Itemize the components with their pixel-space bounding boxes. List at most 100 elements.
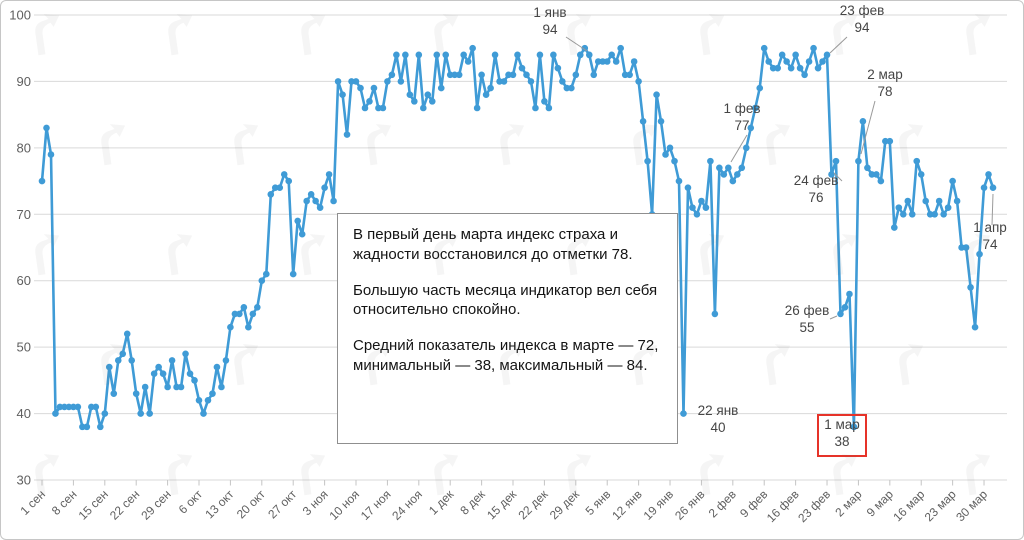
data-point-marker	[92, 403, 100, 411]
data-point-marker	[289, 270, 297, 278]
data-point-marker	[738, 164, 746, 172]
y-axis-label: 70	[17, 207, 31, 222]
data-point-marker	[554, 64, 562, 72]
x-axis-label: 29 дек	[547, 487, 583, 523]
data-point-marker	[366, 98, 373, 105]
data-point-marker	[967, 284, 974, 291]
data-point-marker	[455, 71, 463, 79]
data-point-marker	[971, 323, 979, 331]
data-point-marker	[765, 58, 773, 65]
data-point-marker	[352, 78, 360, 85]
data-point-marker	[823, 51, 831, 59]
data-point-marker	[635, 78, 642, 85]
data-point-marker	[123, 330, 131, 338]
data-point-marker	[657, 117, 665, 125]
data-point-marker	[541, 98, 548, 105]
data-point-marker	[989, 184, 997, 192]
data-point-marker	[895, 204, 903, 211]
data-point-marker	[720, 171, 728, 178]
data-point-marker	[186, 370, 194, 378]
y-axis-label: 60	[17, 273, 31, 288]
data-point-marker	[523, 71, 530, 79]
data-point-marker	[805, 58, 813, 65]
data-point-marker	[254, 303, 261, 311]
data-point-marker	[397, 78, 405, 85]
x-axis-label: 23 мар	[922, 487, 959, 524]
data-point-marker	[904, 197, 912, 205]
data-point-marker	[43, 124, 50, 132]
data-point-marker	[132, 390, 140, 397]
data-point-marker	[581, 44, 589, 52]
data-point-marker	[962, 244, 970, 251]
data-point-marker	[38, 177, 46, 185]
data-point-marker	[370, 84, 378, 92]
data-point-marker	[177, 383, 185, 391]
data-point-marker	[675, 177, 683, 185]
data-point-marker	[379, 104, 387, 112]
data-point-marker	[662, 151, 669, 158]
data-point-marker	[837, 310, 844, 318]
data-point-marker	[262, 270, 270, 278]
data-point-marker	[899, 210, 907, 218]
data-point-marker	[182, 350, 189, 358]
y-axis-label: 90	[17, 74, 31, 89]
data-point-marker	[137, 410, 144, 417]
data-point-marker	[922, 197, 930, 205]
data-point-marker	[886, 137, 894, 145]
data-point-marker	[626, 71, 633, 79]
data-point-marker	[725, 164, 732, 172]
data-point-marker	[334, 78, 342, 85]
data-point-marker	[877, 177, 885, 185]
data-point-marker	[411, 98, 418, 105]
x-axis-label: 19 янв	[641, 487, 676, 522]
data-point-marker	[742, 144, 750, 152]
x-axis-label: 10 ноя	[326, 487, 362, 523]
data-point-marker	[83, 423, 91, 431]
data-point-marker	[267, 191, 275, 198]
data-point-marker	[532, 104, 539, 112]
data-point-marker	[639, 117, 647, 125]
data-point-marker	[97, 423, 104, 431]
data-point-marker	[985, 171, 992, 178]
y-axis-label: 100	[9, 8, 31, 23]
data-point-marker	[195, 396, 203, 404]
data-point-marker	[307, 191, 315, 198]
data-point-marker	[442, 51, 450, 59]
x-axis-label: 27 окт	[265, 487, 299, 521]
data-point-marker	[168, 357, 176, 364]
data-point-marker	[684, 184, 692, 192]
data-point-marker	[406, 91, 414, 99]
x-axis-label: 22 дек	[515, 487, 551, 523]
data-point-marker	[280, 171, 288, 178]
data-point-marker	[976, 250, 983, 258]
data-point-marker	[74, 403, 82, 411]
data-point-marker	[213, 363, 221, 371]
data-point-marker	[940, 210, 947, 218]
data-point-marker	[603, 58, 611, 65]
data-point-marker	[298, 230, 306, 238]
data-point-marker	[545, 104, 553, 112]
data-point-marker	[689, 204, 696, 211]
data-point-marker	[164, 383, 171, 391]
data-point-marker	[105, 363, 113, 371]
data-point-marker	[491, 51, 499, 59]
data-point-marker	[141, 383, 149, 391]
data-point-marker	[810, 44, 817, 52]
data-point-marker	[258, 277, 266, 285]
data-point-marker	[801, 71, 808, 79]
x-axis-label: 16 мар	[890, 487, 927, 524]
data-point-marker	[119, 350, 127, 358]
data-point-marker	[52, 410, 59, 417]
data-point-marker	[361, 104, 369, 112]
data-point-marker	[707, 157, 714, 165]
data-point-marker	[101, 410, 109, 417]
data-point-marker	[527, 78, 535, 85]
data-point-marker	[944, 204, 952, 211]
data-point-marker	[325, 171, 333, 178]
data-point-marker	[536, 51, 544, 59]
x-axis-label: 15 дек	[484, 487, 520, 523]
data-point-marker	[729, 177, 737, 185]
data-point-marker	[913, 157, 921, 165]
data-point-marker	[47, 151, 55, 158]
x-axis-label: 20 окт	[234, 487, 268, 521]
